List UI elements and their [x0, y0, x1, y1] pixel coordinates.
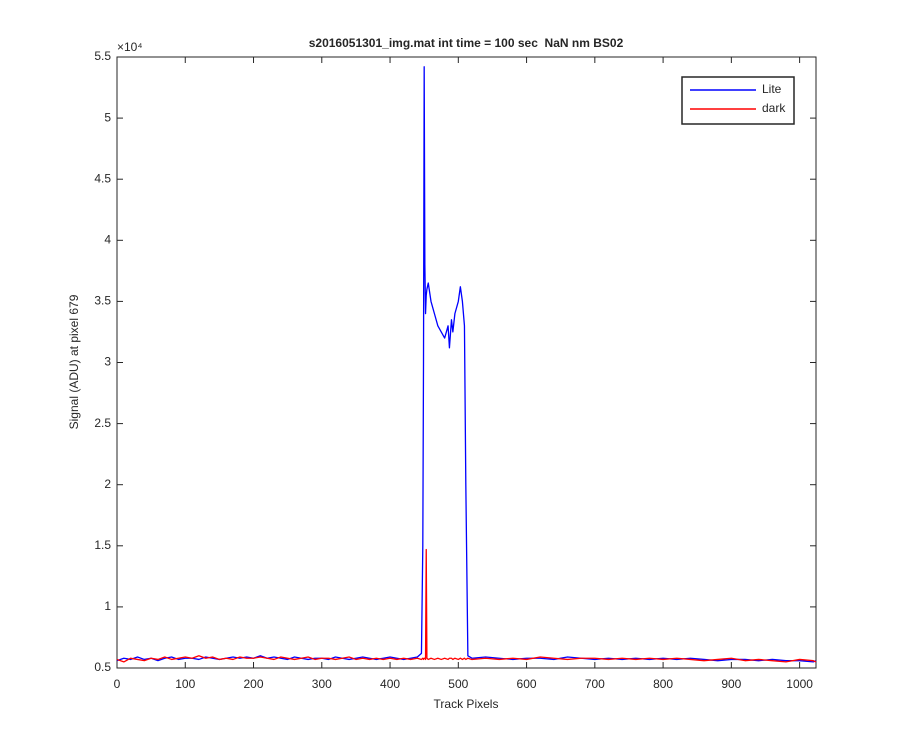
y-tick-label: 2.5: [94, 416, 111, 430]
y-axis-label: Signal (ADU) at pixel 679: [67, 294, 81, 429]
y-tick-label: 1: [104, 599, 111, 613]
x-tick-label: 700: [585, 677, 605, 691]
y-tick-label: 4.5: [94, 171, 111, 185]
x-tick-label: 800: [653, 677, 673, 691]
legend-label: Lite: [762, 82, 782, 96]
legend-label: dark: [762, 101, 786, 115]
chart-title: s2016051301_img.mat int time = 100 sec N…: [309, 36, 624, 50]
x-tick-label: 400: [380, 677, 400, 691]
x-tick-label: 600: [517, 677, 537, 691]
y-tick-label: 2: [104, 477, 111, 491]
y-tick-label: 5.5: [94, 49, 111, 63]
y-tick-label: 0.5: [94, 660, 111, 674]
x-tick-label: 200: [244, 677, 264, 691]
y-tick-label: 4: [104, 232, 111, 246]
x-tick-label: 100: [175, 677, 195, 691]
x-tick-label: 900: [721, 677, 741, 691]
x-tick-label: 500: [448, 677, 468, 691]
y-tick-label: 3: [104, 355, 111, 369]
y-tick-label: 5: [104, 110, 111, 124]
x-tick-label: 0: [114, 677, 121, 691]
y-tick-label: 1.5: [94, 538, 111, 552]
y-exponent: ×10⁴: [117, 40, 143, 54]
x-tick-label: 300: [312, 677, 332, 691]
x-tick-label: 1000: [786, 677, 813, 691]
x-axis-label: Track Pixels: [434, 697, 499, 711]
legend-box: [681, 76, 795, 125]
series-line: [116, 548, 817, 663]
y-tick-label: 3.5: [94, 294, 111, 308]
